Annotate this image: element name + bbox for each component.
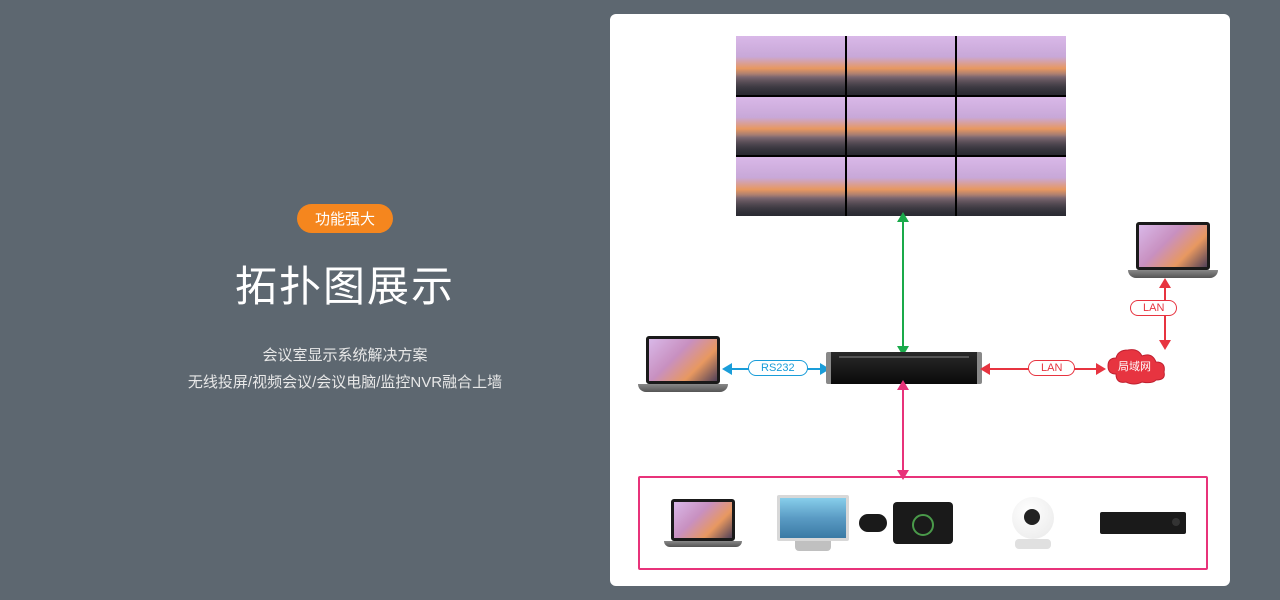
source-camera-icon bbox=[987, 488, 1079, 558]
lan-label-1: LAN bbox=[1028, 360, 1075, 376]
subtitle-line-2: 无线投屏/视频会议/会议电脑/监控NVR融合上墙 bbox=[130, 369, 560, 396]
feature-badge: 功能强大 bbox=[297, 204, 393, 233]
source-console-icon bbox=[877, 488, 969, 558]
video-wall-icon bbox=[736, 36, 1066, 216]
subtitle-line-1: 会议室显示系统解决方案 bbox=[130, 342, 560, 369]
source-laptop-icon bbox=[657, 488, 749, 558]
source-input-arrow-icon bbox=[902, 388, 904, 472]
source-devices-box bbox=[638, 476, 1208, 570]
cloud-label: 局域网 bbox=[1118, 358, 1151, 374]
page-title: 拓扑图展示 bbox=[130, 253, 560, 314]
lan-label-2: LAN bbox=[1130, 300, 1177, 316]
topology-diagram: RS232 LAN 局域网 LAN bbox=[610, 14, 1230, 586]
remote-laptop-icon bbox=[1128, 222, 1218, 282]
rs232-label: RS232 bbox=[748, 360, 808, 376]
source-monitor-icon bbox=[767, 488, 859, 558]
source-nvr-icon bbox=[1097, 488, 1189, 558]
video-output-arrow-icon bbox=[902, 220, 904, 348]
left-text-panel: 功能强大 拓扑图展示 会议室显示系统解决方案 无线投屏/视频会议/会议电脑/监控… bbox=[0, 204, 600, 396]
control-laptop-icon bbox=[638, 336, 728, 396]
subtitle: 会议室显示系统解决方案 无线投屏/视频会议/会议电脑/监控NVR融合上墙 bbox=[130, 342, 560, 396]
